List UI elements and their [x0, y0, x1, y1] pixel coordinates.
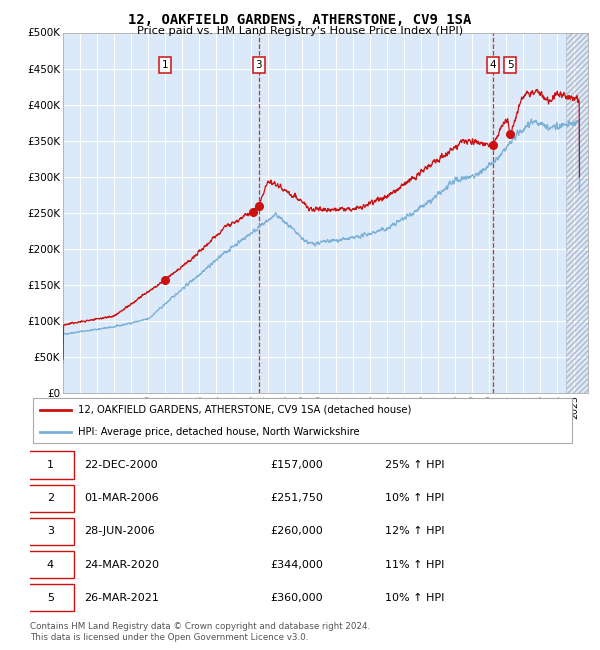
Text: 26-MAR-2021: 26-MAR-2021: [85, 593, 160, 603]
Text: 10% ↑ HPI: 10% ↑ HPI: [385, 493, 444, 503]
Text: 4: 4: [490, 60, 496, 70]
Text: £251,750: £251,750: [270, 493, 323, 503]
Text: This data is licensed under the Open Government Licence v3.0.: This data is licensed under the Open Gov…: [30, 632, 308, 642]
FancyBboxPatch shape: [33, 398, 572, 443]
Text: Price paid vs. HM Land Registry's House Price Index (HPI): Price paid vs. HM Land Registry's House …: [137, 26, 463, 36]
Text: £344,000: £344,000: [270, 560, 323, 569]
Text: 25% ↑ HPI: 25% ↑ HPI: [385, 460, 445, 470]
Text: 2: 2: [47, 493, 54, 503]
FancyBboxPatch shape: [27, 452, 74, 478]
Text: £260,000: £260,000: [270, 526, 323, 536]
FancyBboxPatch shape: [27, 485, 74, 512]
Text: 3: 3: [256, 60, 262, 70]
FancyBboxPatch shape: [27, 551, 74, 578]
Text: 22-DEC-2000: 22-DEC-2000: [85, 460, 158, 470]
Text: 12, OAKFIELD GARDENS, ATHERSTONE, CV9 1SA: 12, OAKFIELD GARDENS, ATHERSTONE, CV9 1S…: [128, 13, 472, 27]
Text: 11% ↑ HPI: 11% ↑ HPI: [385, 560, 444, 569]
Text: 1: 1: [161, 60, 168, 70]
Text: 01-MAR-2006: 01-MAR-2006: [85, 493, 159, 503]
Text: 5: 5: [507, 60, 514, 70]
Bar: [566, 32, 588, 393]
Text: £157,000: £157,000: [270, 460, 323, 470]
Text: HPI: Average price, detached house, North Warwickshire: HPI: Average price, detached house, Nort…: [78, 427, 359, 437]
Text: Contains HM Land Registry data © Crown copyright and database right 2024.: Contains HM Land Registry data © Crown c…: [30, 622, 370, 631]
Text: 4: 4: [47, 560, 54, 569]
Text: 1: 1: [47, 460, 54, 470]
Text: 10% ↑ HPI: 10% ↑ HPI: [385, 593, 444, 603]
Text: 12% ↑ HPI: 12% ↑ HPI: [385, 526, 445, 536]
Text: 24-MAR-2020: 24-MAR-2020: [85, 560, 160, 569]
FancyBboxPatch shape: [27, 518, 74, 545]
Text: 28-JUN-2006: 28-JUN-2006: [85, 526, 155, 536]
Text: £360,000: £360,000: [270, 593, 323, 603]
FancyBboxPatch shape: [27, 584, 74, 611]
Text: 3: 3: [47, 526, 54, 536]
Text: 5: 5: [47, 593, 54, 603]
Text: 12, OAKFIELD GARDENS, ATHERSTONE, CV9 1SA (detached house): 12, OAKFIELD GARDENS, ATHERSTONE, CV9 1S…: [78, 405, 412, 415]
